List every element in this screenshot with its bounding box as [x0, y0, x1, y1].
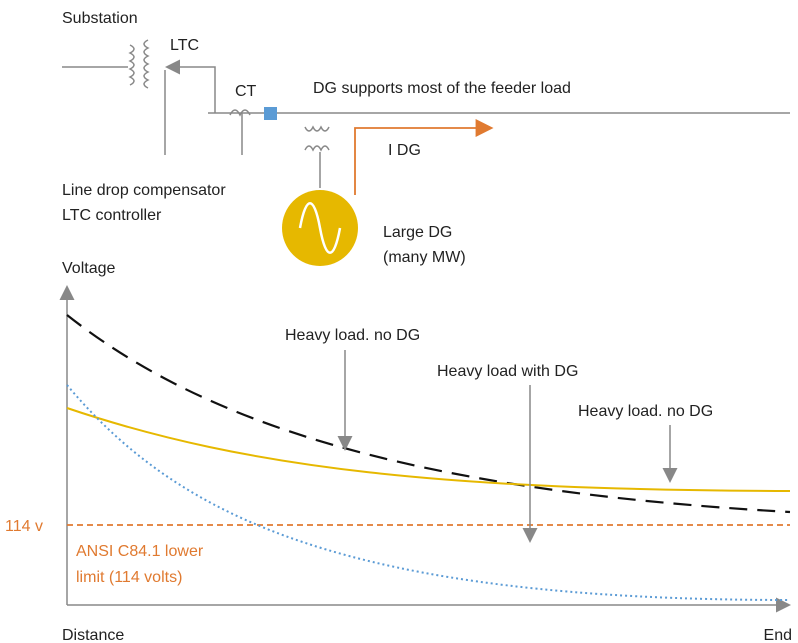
label: Large DG — [383, 224, 452, 241]
with-dg-curve — [66, 407, 791, 492]
label: (many MW) — [383, 249, 466, 266]
limit-tick: 114 v — [5, 518, 43, 535]
label: Line drop compensator — [62, 182, 226, 199]
annotation: Heavy load. no DG — [578, 403, 713, 420]
label: I DG — [388, 142, 421, 159]
no-dg-curve — [66, 314, 791, 514]
voltage-plot: Voltage Distance End 114 v ANSI C84.1 lo… — [5, 260, 792, 643]
axis-label: Voltage — [62, 260, 115, 277]
limit-label: ANSI C84.1 lower — [76, 543, 204, 560]
dg-transformer — [304, 125, 330, 152]
annotation: Heavy load. no DG — [285, 327, 420, 344]
ltc-transformer — [128, 39, 150, 89]
limit-label: limit (114 volts) — [76, 569, 182, 586]
ct-coil — [229, 109, 251, 117]
dg-current-arrow — [354, 119, 494, 195]
label: CT — [235, 83, 257, 100]
axis-label: End — [764, 627, 792, 643]
low-load-curve — [66, 384, 791, 601]
ltc-tap — [165, 59, 216, 113]
label: LTC — [170, 37, 199, 54]
axis-label: Distance — [62, 627, 124, 643]
schematic: Substation LTC CT DG supports most of th… — [62, 10, 790, 266]
label: DG supports most of the feeder load — [313, 80, 571, 97]
sine-icon — [298, 202, 342, 254]
label: Substation — [62, 10, 138, 27]
ct-box — [264, 107, 277, 120]
label: LTC controller — [62, 207, 162, 224]
annotation: Heavy load with DG — [437, 363, 578, 380]
